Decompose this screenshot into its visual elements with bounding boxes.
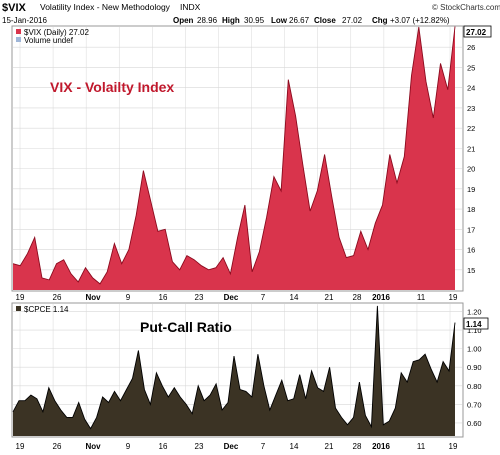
y-tick-label: 1.20 <box>467 307 482 316</box>
x-tick-label: Dec <box>224 442 239 451</box>
chg-value: +3.07 (+12.82%) <box>390 16 450 25</box>
y-tick-label: 1.10 <box>467 326 482 335</box>
cpce-annotation: Put-Call Ratio <box>140 319 232 335</box>
x-tick-label: 14 <box>290 293 299 302</box>
x-tick-label: 28 <box>353 293 362 302</box>
symbol: $VIX <box>2 2 27 14</box>
y-tick-label: 0.80 <box>467 382 482 391</box>
x-tick-label: 11 <box>417 442 426 451</box>
symbol-name: Volatility Index - New Methodology <box>40 2 171 12</box>
y-tick-label: 15 <box>467 266 475 275</box>
x-tick-label: 11 <box>417 293 426 302</box>
x-tick-label: 19 <box>16 442 25 451</box>
x-tick-label: Dec <box>224 293 239 302</box>
y-tick-label: 22 <box>467 124 475 133</box>
low-value: 26.67 <box>289 16 310 25</box>
x-tick-label: Nov <box>85 442 101 451</box>
close-value: 27.02 <box>342 16 363 25</box>
close-label: Close <box>314 16 336 25</box>
x-tick-label: 14 <box>290 442 299 451</box>
x-tick-label: 21 <box>325 293 334 302</box>
x-tick-label: 28 <box>353 442 362 451</box>
x-axis-labels: 19 26 Nov 9 16 23 Dec 7 14 21 28 2016 11 19 <box>16 293 458 302</box>
volume-legend-label: Volume undef <box>24 36 74 45</box>
y-tick-label: 17 <box>467 225 475 234</box>
x-tick-label: 26 <box>53 442 62 451</box>
cpce-line <box>12 305 456 430</box>
vix-last-value-tag: 27.02 <box>463 25 492 38</box>
low-label: Low <box>271 16 288 25</box>
vix-legend-swatch <box>16 29 21 34</box>
vix-line <box>12 26 456 285</box>
date: 15-Jan-2016 <box>2 16 47 25</box>
open-label: Open <box>173 16 194 25</box>
x-tick-label: 23 <box>195 442 204 451</box>
x-tick-label: 16 <box>159 293 168 302</box>
high-value: 30.95 <box>244 16 265 25</box>
chart-header: $VIX Volatility Index - New Methodology … <box>2 2 500 25</box>
vix-annotation: VIX - Volailty Index <box>50 79 174 95</box>
x-tick-label: 19 <box>449 293 458 302</box>
cpce-last-value-tag: 1.14 <box>463 317 489 330</box>
y-tick-label: 1.00 <box>467 345 482 354</box>
vix-legend: $VIX (Daily) 27.02 Volume undef <box>16 28 89 45</box>
high-label: High <box>222 16 240 25</box>
x-tick-label: 23 <box>195 293 204 302</box>
y-tick-label: 0.70 <box>467 400 482 409</box>
x-axis-labels-bottom: 19 26 Nov 9 16 23 Dec 7 14 21 28 2016 11 19 <box>16 442 458 451</box>
y-tick-label: 19 <box>467 185 475 194</box>
x-tick-label: 21 <box>325 442 334 451</box>
cpce-last-value: 1.14 <box>466 320 482 329</box>
x-tick-label: 26 <box>53 293 62 302</box>
vix-last-value: 27.02 <box>466 28 487 37</box>
y-tick-label: 18 <box>467 205 475 214</box>
cpce-panel: 0.600.700.800.901.001.101.20 $CPCE 1.14 … <box>11 302 489 438</box>
y-tick-label: 20 <box>467 165 475 174</box>
y-tick-label: 23 <box>467 104 475 113</box>
y-tick-label: 21 <box>467 144 475 153</box>
x-tick-label: 2016 <box>372 442 390 451</box>
vix-y-axis: 15 16 17 18 19 20 21 22 23 24 25 26 <box>467 43 475 275</box>
x-tick-label: 16 <box>159 442 168 451</box>
cpce-legend-swatch <box>16 306 21 311</box>
chg-label: Chg <box>372 16 388 25</box>
brand: © StockCharts.com <box>432 3 500 12</box>
y-tick-label: 25 <box>467 63 475 72</box>
y-tick-label: 26 <box>467 43 475 52</box>
x-tick-label: 7 <box>261 293 266 302</box>
x-tick-label: 7 <box>261 442 266 451</box>
x-tick-label: 19 <box>449 442 458 451</box>
vix-panel: 15 16 17 18 19 20 21 22 23 24 25 26 $VIX (Daily) 27… <box>11 25 492 292</box>
vix-legend-label: $VIX (Daily) 27.02 <box>24 28 89 37</box>
y-tick-label: 24 <box>467 84 475 93</box>
x-tick-label: 19 <box>16 293 25 302</box>
x-tick-label: 9 <box>126 293 131 302</box>
cpce-legend: $CPCE 1.14 <box>16 305 69 314</box>
cpce-area <box>13 305 455 436</box>
volume-legend-swatch <box>16 37 21 42</box>
y-tick-label: 0.60 <box>467 419 482 428</box>
x-tick-label: 9 <box>126 442 131 451</box>
y-tick-label: 16 <box>467 246 475 255</box>
open-value: 28.96 <box>197 16 218 25</box>
cpce-legend-label: $CPCE 1.14 <box>24 305 69 314</box>
y-tick-label: 0.90 <box>467 363 482 372</box>
exchange: INDX <box>180 2 201 12</box>
cpce-y-axis: 0.60 0.70 0.80 0.90 1.00 1.10 1.20 <box>467 307 482 428</box>
x-tick-label: Nov <box>85 293 101 302</box>
x-tick-label: 2016 <box>372 293 390 302</box>
